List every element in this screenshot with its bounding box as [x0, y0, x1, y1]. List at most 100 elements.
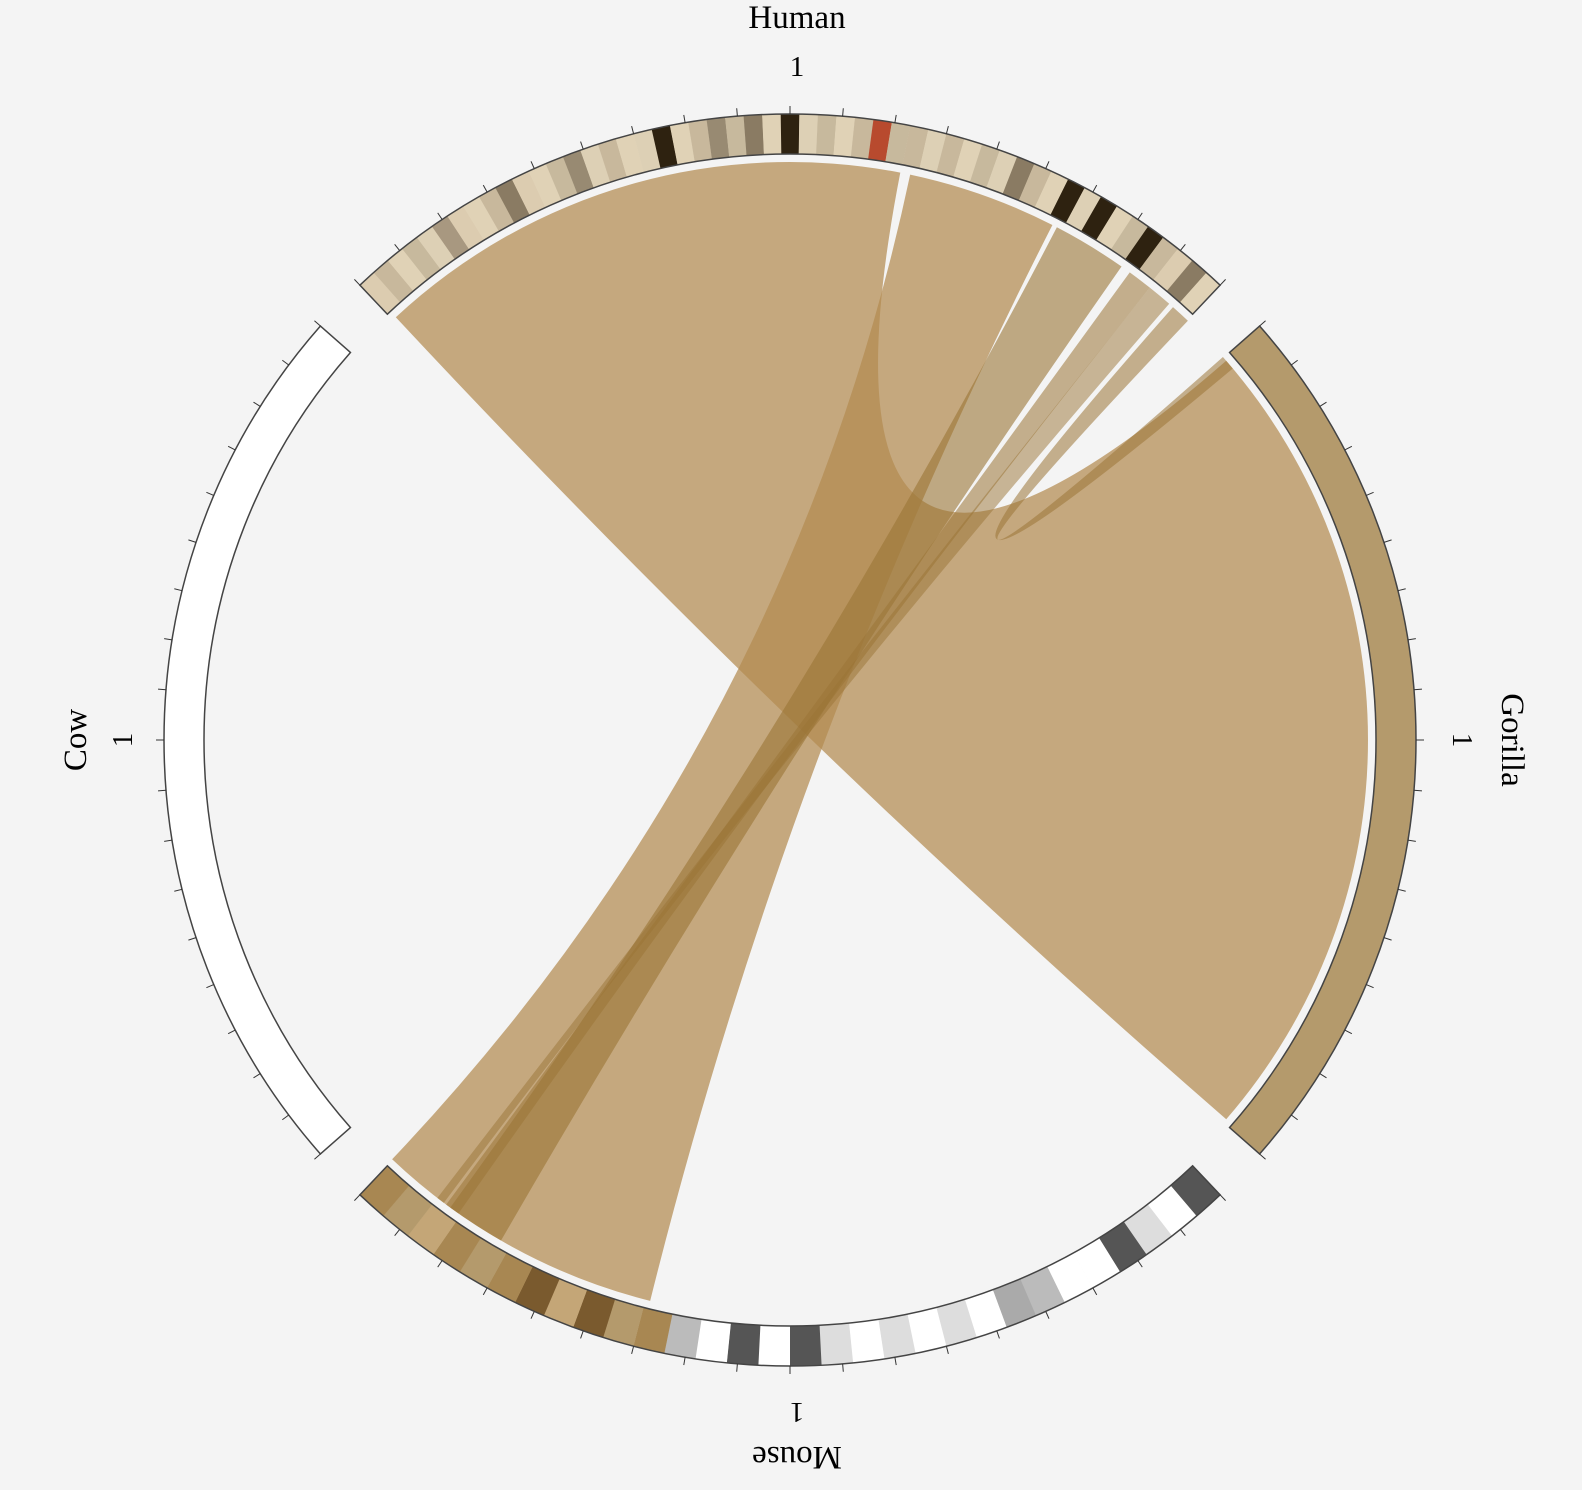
mouse-ideogram[interactable] [358, 1164, 1222, 1367]
ideogram-layer [163, 113, 1417, 1367]
human-ideogram[interactable] [358, 113, 1222, 316]
human-band [615, 133, 644, 178]
human-band [528, 163, 562, 208]
mouse-band [726, 1322, 761, 1366]
human-band [463, 196, 500, 241]
mouse-band [359, 1165, 410, 1216]
cow-tick [174, 588, 183, 592]
cow-tick [282, 359, 290, 366]
cow-label: Cow [58, 709, 94, 772]
human-band [1018, 163, 1052, 208]
human-band [780, 113, 800, 155]
mouse-position-label: 1 [790, 1396, 805, 1428]
human-tick [683, 114, 686, 123]
mouse-band [514, 1266, 560, 1316]
mouse-tick [1137, 1260, 1143, 1268]
mouse-band [819, 1323, 854, 1366]
human-band [580, 144, 611, 188]
mouse-tick [1092, 1287, 1098, 1296]
human-tick [394, 244, 401, 251]
human-band [562, 150, 594, 194]
mouse-tick [394, 1229, 401, 1236]
mouse-band [633, 1307, 673, 1354]
cow-tick [253, 401, 261, 407]
gorilla-tick [1290, 359, 1298, 366]
cow-tick [164, 839, 173, 842]
human-band [387, 248, 428, 292]
cow-tick [227, 1029, 236, 1035]
mouse-band [433, 1221, 481, 1272]
human-band [1125, 226, 1164, 270]
human-band [651, 125, 678, 169]
mouse-tick [1045, 1311, 1050, 1319]
mouse-band [992, 1278, 1037, 1328]
human-tick [354, 279, 361, 286]
human-band [969, 144, 1000, 188]
gorilla-tick [1366, 984, 1374, 989]
human-band [762, 114, 782, 155]
gorilla-position-label: 1 [1446, 733, 1478, 748]
human-tick [1092, 184, 1098, 193]
human-band [633, 129, 661, 173]
human-tick [631, 125, 635, 134]
gorilla-tick [1407, 839, 1416, 842]
mouse-tick [736, 1363, 738, 1372]
mouse-tick [1179, 1229, 1186, 1236]
mouse-tick [1219, 1194, 1226, 1201]
mouse-band [543, 1278, 588, 1328]
gorilla-tick [1319, 1073, 1327, 1079]
human-band [850, 117, 874, 160]
cow-tick [164, 638, 173, 641]
mouse-band [664, 1314, 702, 1359]
human-band [1081, 196, 1118, 241]
human-tick [894, 114, 897, 123]
gorilla-tick [1383, 937, 1392, 941]
mouse-tick [631, 1346, 635, 1355]
mouse-band [907, 1307, 947, 1354]
human-tick [736, 108, 738, 117]
links-layer [392, 161, 1368, 1301]
mouse-band [878, 1314, 916, 1359]
mouse-band [603, 1299, 644, 1347]
labels-layer: Human 1 Gorilla 1 Mouse 1 Cow 1 [58, 0, 1530, 1475]
human-tick [996, 141, 1000, 150]
cow-tick [282, 1114, 290, 1121]
mouse-band [964, 1289, 1007, 1338]
cow-tick [227, 445, 236, 451]
cow-tick [157, 688, 167, 691]
human-band [725, 115, 747, 158]
human-tick [580, 141, 584, 150]
cow-tick [188, 937, 197, 941]
mouse-tick [945, 1346, 949, 1355]
human-band [1065, 187, 1102, 232]
mouse-tick [437, 1260, 443, 1268]
human-band [416, 226, 455, 270]
cow-tick [253, 1073, 261, 1079]
ticks-layer [156, 106, 1424, 1374]
cow-tick [188, 539, 197, 543]
mouse-band [1047, 1252, 1093, 1303]
gorilla-tick [1413, 688, 1423, 691]
human-label: Human [748, 0, 845, 36]
cow-tick [174, 888, 183, 892]
mouse-band [383, 1185, 433, 1236]
mouse-band [936, 1299, 977, 1347]
human-band [447, 206, 485, 250]
cow-tick [314, 320, 321, 327]
mouse-band [407, 1204, 457, 1255]
ribbon-human-mouse [392, 174, 1053, 1301]
mouse-tick [683, 1357, 686, 1366]
mouse-band [1098, 1221, 1147, 1272]
mouse-band [486, 1252, 533, 1303]
human-band [373, 260, 414, 303]
gorilla-tick [1344, 445, 1353, 451]
human-tick [437, 212, 443, 220]
human-band [495, 179, 530, 223]
human-band [986, 150, 1018, 195]
human-band [1110, 216, 1149, 260]
human-band [953, 138, 983, 183]
human-band [402, 237, 441, 281]
human-band [919, 129, 947, 173]
human-band [1002, 156, 1035, 201]
